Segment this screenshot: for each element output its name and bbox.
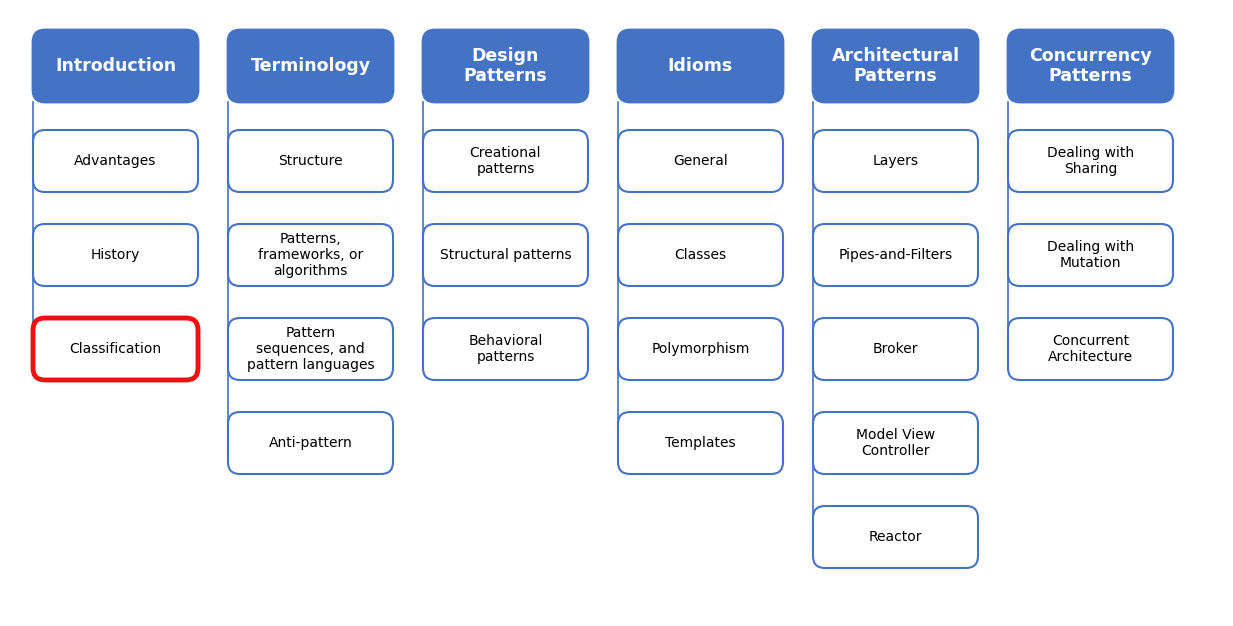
FancyBboxPatch shape xyxy=(813,506,978,568)
Text: Concurrent
Architecture: Concurrent Architecture xyxy=(1048,334,1133,364)
FancyBboxPatch shape xyxy=(1009,30,1173,102)
FancyBboxPatch shape xyxy=(813,30,978,102)
Text: Design
Patterns: Design Patterns xyxy=(464,46,547,85)
FancyBboxPatch shape xyxy=(423,224,588,286)
Text: Layers: Layers xyxy=(873,154,919,168)
Text: Introduction: Introduction xyxy=(55,57,176,75)
Text: Dealing with
Sharing: Dealing with Sharing xyxy=(1047,146,1134,176)
FancyBboxPatch shape xyxy=(618,130,783,192)
Text: Concurrency
Patterns: Concurrency Patterns xyxy=(1030,46,1152,85)
Text: General: General xyxy=(673,154,727,168)
FancyBboxPatch shape xyxy=(813,130,978,192)
FancyBboxPatch shape xyxy=(1009,318,1173,380)
FancyBboxPatch shape xyxy=(228,412,393,474)
FancyBboxPatch shape xyxy=(423,130,588,192)
Text: Advantages: Advantages xyxy=(74,154,157,168)
FancyBboxPatch shape xyxy=(813,224,978,286)
Text: Classification: Classification xyxy=(69,342,162,356)
FancyBboxPatch shape xyxy=(618,318,783,380)
FancyBboxPatch shape xyxy=(618,30,783,102)
FancyBboxPatch shape xyxy=(1009,224,1173,286)
Text: Dealing with
Mutation: Dealing with Mutation xyxy=(1047,240,1134,270)
Text: Broker: Broker xyxy=(873,342,919,356)
Text: Anti-pattern: Anti-pattern xyxy=(269,436,353,450)
Text: Model View
Controller: Model View Controller xyxy=(856,428,935,458)
Text: History: History xyxy=(91,248,141,262)
Text: Idioms: Idioms xyxy=(668,57,734,75)
FancyBboxPatch shape xyxy=(423,318,588,380)
FancyBboxPatch shape xyxy=(33,130,199,192)
Text: Reactor: Reactor xyxy=(869,530,922,544)
FancyBboxPatch shape xyxy=(813,412,978,474)
Text: Classes: Classes xyxy=(674,248,726,262)
FancyBboxPatch shape xyxy=(228,318,393,380)
Text: Pipes-and-Filters: Pipes-and-Filters xyxy=(838,248,953,262)
Text: Templates: Templates xyxy=(665,436,736,450)
FancyBboxPatch shape xyxy=(228,130,393,192)
FancyBboxPatch shape xyxy=(33,30,199,102)
FancyBboxPatch shape xyxy=(813,318,978,380)
FancyBboxPatch shape xyxy=(423,30,588,102)
FancyBboxPatch shape xyxy=(33,318,199,380)
Text: Terminology: Terminology xyxy=(250,57,371,75)
Text: Polymorphism: Polymorphism xyxy=(651,342,750,356)
FancyBboxPatch shape xyxy=(33,224,199,286)
Text: Structure: Structure xyxy=(279,154,343,168)
FancyBboxPatch shape xyxy=(618,224,783,286)
Text: Creational
patterns: Creational patterns xyxy=(470,146,541,176)
Text: Behavioral
patterns: Behavioral patterns xyxy=(469,334,543,364)
Text: Pattern
sequences, and
pattern languages: Pattern sequences, and pattern languages xyxy=(247,326,375,372)
Text: Patterns,
frameworks, or
algorithms: Patterns, frameworks, or algorithms xyxy=(258,232,364,278)
Text: Architectural
Patterns: Architectural Patterns xyxy=(831,46,959,85)
FancyBboxPatch shape xyxy=(618,412,783,474)
FancyBboxPatch shape xyxy=(228,30,393,102)
FancyBboxPatch shape xyxy=(228,224,393,286)
FancyBboxPatch shape xyxy=(1009,130,1173,192)
Text: Structural patterns: Structural patterns xyxy=(440,248,571,262)
